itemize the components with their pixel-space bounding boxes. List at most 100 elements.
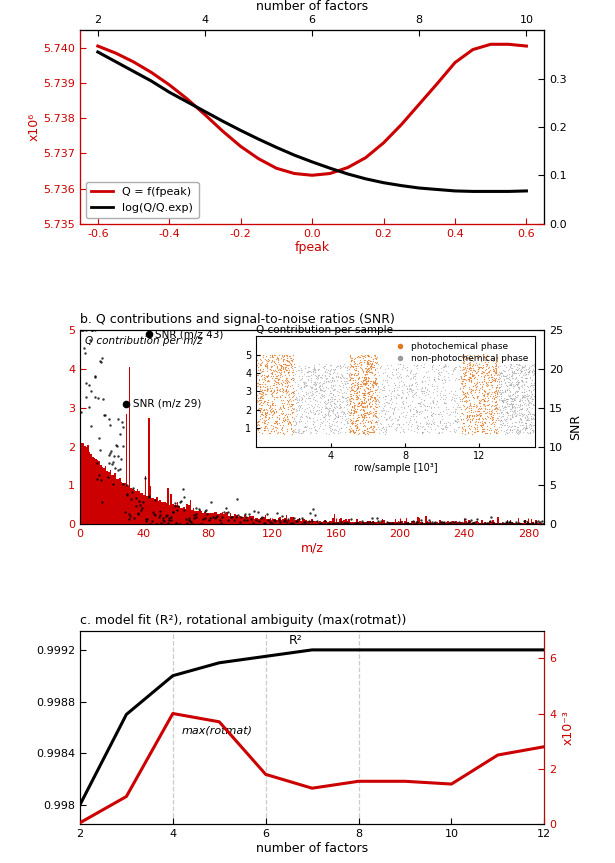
Bar [414,521,415,524]
Bar [113,476,114,524]
Bar [241,518,242,524]
Point [191,511,201,525]
Bar [89,452,90,524]
Bar [536,520,537,524]
Bar [374,522,375,524]
Point [498,516,508,530]
Bar [465,520,467,524]
Point [292,513,301,527]
Bar [419,519,420,524]
Point [124,507,134,521]
Bar [334,514,335,524]
Point [456,517,466,531]
Point [531,514,541,528]
Point [131,500,141,513]
Point [399,517,409,531]
Bar [313,521,314,524]
Point [519,513,529,527]
Point [135,499,145,513]
Point [490,517,500,531]
Point [304,513,314,527]
Point [303,517,313,531]
Bar [391,522,393,524]
Point [172,516,181,530]
Bar [202,513,204,524]
Point [87,419,97,433]
Bar [109,470,111,524]
Point [506,515,515,529]
Point [84,378,93,392]
Bar [412,521,414,524]
Bar [462,522,464,524]
Point [145,517,155,531]
Bar [130,488,132,524]
Point [288,515,298,529]
Bar [464,523,465,524]
Point [370,517,380,531]
Bar [486,523,488,524]
Point [201,503,211,517]
Point [494,517,504,531]
Point [346,513,356,526]
Bar [82,443,84,524]
Bar [278,518,279,524]
Bar [298,518,300,524]
Point [121,397,132,411]
Bar [324,520,326,524]
Bar [407,521,409,524]
Point [274,513,284,527]
Bar [234,514,236,524]
Point [368,515,378,529]
Point [117,415,127,429]
Point [167,513,177,526]
Bar [484,522,486,524]
Bar [524,520,526,524]
Bar [396,522,398,524]
Text: b. Q contributions and signal-to-noise ratios (SNR): b. Q contributions and signal-to-noise r… [80,313,395,326]
Point [525,517,534,531]
Point [248,517,258,531]
Point [502,515,512,529]
Bar [257,518,258,524]
Bar [95,459,97,524]
Bar [162,502,164,524]
Bar [185,509,186,524]
Bar [356,519,358,524]
Point [227,509,237,523]
Point [151,517,161,531]
Point [172,516,181,530]
Point [453,517,462,531]
Bar [454,523,456,524]
Point [113,439,122,453]
Bar [494,522,496,524]
Bar [194,511,196,524]
Point [106,444,116,457]
Point [392,517,402,531]
Bar [92,457,93,524]
Point [472,513,482,526]
Bar [207,513,209,524]
Bar [290,518,292,524]
Point [259,517,269,531]
Bar [173,505,175,524]
Bar [502,521,504,524]
Point [181,512,191,526]
Point [144,488,154,502]
Point [483,517,493,531]
Point [145,517,155,531]
Bar [321,521,322,524]
Point [296,517,306,531]
Point [475,517,485,531]
Point [93,468,103,482]
Point [256,511,266,525]
Bar [233,516,234,524]
Point [97,495,106,509]
Bar [167,488,169,524]
Bar [228,516,229,524]
Bar [201,512,202,524]
Bar [452,521,454,524]
Bar [311,519,313,524]
Point [299,515,309,529]
Point [170,495,180,509]
Bar [425,516,427,524]
